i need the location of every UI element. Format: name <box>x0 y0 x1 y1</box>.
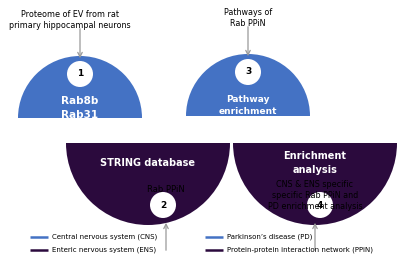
Circle shape <box>150 192 176 218</box>
Wedge shape <box>186 54 310 116</box>
Text: Parkinson’s disease (PD): Parkinson’s disease (PD) <box>227 234 312 240</box>
Text: 3: 3 <box>245 68 251 77</box>
Text: Enteric nervous system (ENS): Enteric nervous system (ENS) <box>52 247 156 253</box>
Text: Pathway
enrichment
Metascape: Pathway enrichment Metascape <box>219 95 277 127</box>
Text: Enrichment
analysis: Enrichment analysis <box>284 151 346 175</box>
Text: Protein-protein interaction network (PPiN): Protein-protein interaction network (PPi… <box>227 247 373 253</box>
Text: Proteome of EV from rat
primary hippocampal neurons: Proteome of EV from rat primary hippocam… <box>9 10 131 30</box>
Wedge shape <box>18 56 142 118</box>
Text: CNS & ENS specific
specific Rab PPiN and
PD enrichment analysis: CNS & ENS specific specific Rab PPiN and… <box>268 180 362 211</box>
Wedge shape <box>233 143 397 225</box>
Circle shape <box>307 192 333 218</box>
Circle shape <box>67 61 93 87</box>
Text: Pathways of
Rab PPiN: Pathways of Rab PPiN <box>224 8 272 28</box>
Text: Central nervous system (CNS): Central nervous system (CNS) <box>52 234 157 240</box>
Text: 2: 2 <box>160 201 166 210</box>
Text: 1: 1 <box>77 69 83 78</box>
Text: 4: 4 <box>317 201 323 210</box>
Text: STRING database: STRING database <box>100 158 196 168</box>
Wedge shape <box>66 143 230 225</box>
Circle shape <box>235 59 261 85</box>
Text: Rab8b
Rab31: Rab8b Rab31 <box>61 96 99 120</box>
Text: Rab PPiN: Rab PPiN <box>147 185 185 194</box>
